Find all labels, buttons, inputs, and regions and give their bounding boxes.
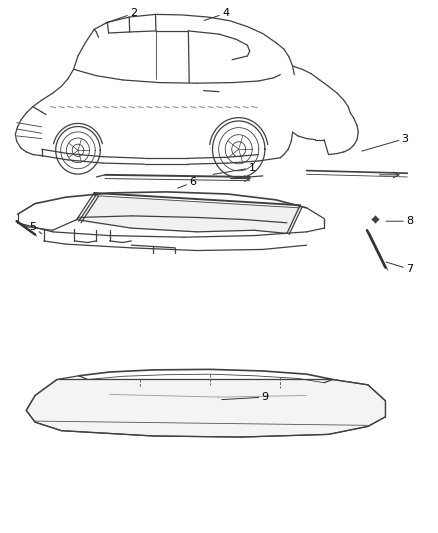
Polygon shape [79,196,300,233]
Text: 8: 8 [386,216,413,226]
Text: 6: 6 [178,177,196,188]
Text: 5: 5 [29,222,42,234]
Polygon shape [26,379,385,437]
Text: 7: 7 [386,262,413,274]
Text: 3: 3 [362,134,409,151]
Text: 9: 9 [222,392,268,402]
Text: 4: 4 [204,9,229,20]
Text: 1: 1 [213,163,255,174]
Text: 2: 2 [106,9,137,23]
